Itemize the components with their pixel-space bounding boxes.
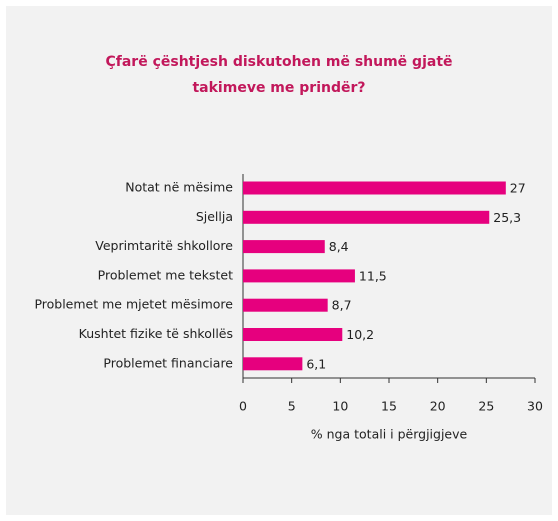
value-label: 11,5	[359, 268, 387, 283]
value-label: 10,2	[346, 327, 374, 342]
y-tick-label: Notat në mësime	[125, 180, 233, 195]
x-tick-label: 20	[430, 399, 446, 414]
bar	[243, 210, 490, 224]
y-tick-label: Problemet me mjetet mësimore	[34, 297, 233, 312]
x-tick-label: 10	[332, 399, 348, 414]
x-tick-label: 5	[288, 399, 296, 414]
value-label: 8,7	[332, 298, 352, 313]
x-tick-label: 15	[381, 399, 397, 414]
x-tick-label: 30	[527, 399, 543, 414]
x-axis-label: % nga totali i përgjigjeve	[311, 427, 468, 442]
bar	[243, 357, 303, 371]
value-label: 6,1	[306, 356, 326, 371]
bar	[243, 328, 343, 341]
value-label: 8,4	[329, 239, 349, 254]
bar	[243, 298, 328, 312]
y-tick-label: Sjellja	[196, 209, 233, 224]
value-label: 25,3	[493, 210, 521, 225]
chart-title: takimeve me prindër?	[192, 80, 365, 96]
bar	[243, 240, 325, 254]
y-tick-label: Veprimtaritë shkollore	[95, 238, 233, 253]
chart-title: Çfarë çështjesh diskutohen më shumë gjat…	[105, 54, 452, 70]
x-tick-label: 25	[478, 399, 494, 414]
y-tick-label: Problemet financiare	[103, 355, 233, 370]
y-tick-label: Kushtet fizike të shkollës	[79, 326, 233, 341]
y-tick-label: Problemet me tekstet	[98, 267, 233, 282]
bar	[243, 181, 506, 195]
bar	[243, 269, 355, 283]
background	[6, 6, 552, 515]
x-tick-label: 0	[239, 399, 247, 414]
value-label: 27	[510, 181, 526, 196]
